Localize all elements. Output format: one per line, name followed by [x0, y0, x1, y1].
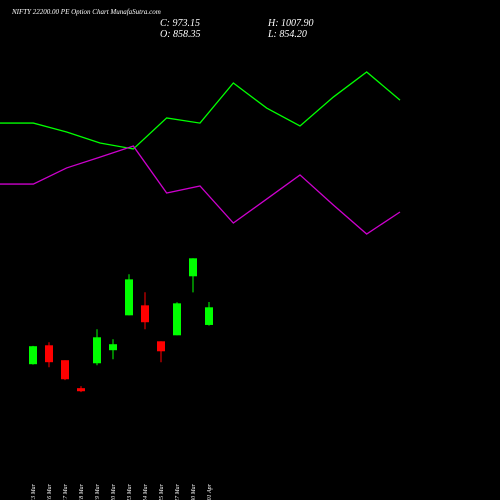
candle-body — [173, 303, 181, 336]
candle-body — [61, 360, 69, 380]
x-tick-label: 17 Mar — [63, 483, 69, 500]
chart-title: NIFTY 22200.00 PE Option Chart MunafaSut… — [11, 8, 161, 16]
x-tick-label: 16 Mar — [47, 483, 53, 500]
x-tick-label: 20 Mar — [111, 483, 117, 500]
candle-body — [125, 279, 133, 316]
x-tick-label: 13 Mar — [31, 483, 37, 500]
indicator-line — [0, 145, 401, 235]
low-info: L: 854.20 — [267, 29, 307, 40]
x-tick-label: 01 Apr — [207, 483, 213, 500]
x-tick-label: 27 Mar — [175, 483, 181, 500]
candle-body — [109, 344, 117, 351]
candle-body — [77, 388, 85, 392]
candle-body — [157, 341, 165, 352]
x-tick-label: 19 Mar — [95, 483, 101, 500]
high-info: H: 1007.90 — [267, 18, 314, 29]
x-tick-label: 23 Mar — [127, 483, 133, 500]
close-info: C: 973.15 — [160, 18, 200, 29]
candle-body — [189, 258, 197, 277]
open-info: O: 858.35 — [160, 29, 201, 40]
candle-body — [29, 346, 37, 365]
x-tick-label: 24 Mar — [142, 483, 149, 500]
x-tick-label: 30 Mar — [191, 483, 197, 500]
candle-body — [93, 337, 101, 364]
x-tick-label: 25 Mar — [159, 483, 165, 500]
candle-body — [45, 345, 53, 363]
candle-body — [141, 305, 149, 323]
x-tick-label: 18 Mar — [79, 483, 85, 500]
indicator-line — [0, 71, 401, 150]
candle-body — [205, 307, 213, 325]
